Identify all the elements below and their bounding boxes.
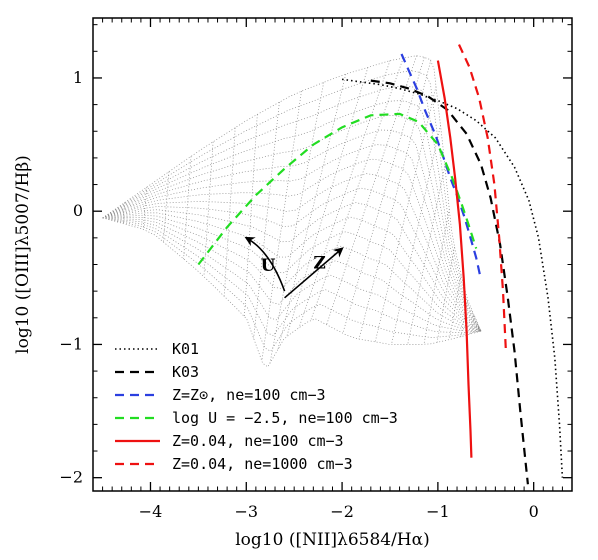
series-line-1	[370, 79, 529, 485]
model-grid-line	[142, 187, 148, 230]
model-grid-line	[407, 166, 446, 345]
legend-label-0: K01	[172, 340, 199, 358]
model-grid-line	[374, 86, 437, 342]
x-tick-label: −1	[426, 502, 450, 521]
x-tick-label: −4	[139, 502, 163, 521]
model-grid-line	[102, 173, 482, 332]
legend-label-2: Z=Z⊙, ne=100 cm−3	[172, 386, 326, 404]
legend-label-4: Z=0.04, ne=100 cm−3	[172, 432, 344, 450]
model-grid-line	[436, 247, 455, 343]
model-grid-line	[244, 114, 258, 317]
model-grid-line	[391, 125, 441, 345]
model-grid-line	[423, 209, 450, 345]
y-tick-label: −1	[59, 334, 83, 353]
model-grid-line	[102, 144, 482, 332]
model-grid-line	[286, 67, 369, 337]
model-grid-line	[460, 300, 469, 337]
series-line-3	[197, 112, 478, 266]
z-direction-arrow	[284, 247, 344, 299]
model-grid-line	[102, 115, 482, 332]
model-grid-line	[448, 274, 462, 340]
model-grid-line	[122, 202, 126, 224]
model-grid-line	[102, 214, 482, 332]
model-grid-line	[102, 217, 482, 352]
legend-label-5: Z=0.04, ne=1000 cm−3	[172, 455, 353, 473]
arrow-layer	[244, 236, 344, 299]
legend-label-1: K03	[172, 363, 199, 381]
model-grid-line	[102, 158, 482, 332]
model-grid-line	[102, 187, 482, 332]
x-axis-label: log10 ([NII]λ6584/Hα)	[235, 530, 430, 550]
model-grid-line	[102, 202, 482, 332]
u-direction-arrow	[244, 236, 286, 292]
annotation-u: U	[261, 256, 276, 276]
model-grid-line	[102, 55, 482, 332]
model-grid-line	[102, 217, 482, 332]
y-tick-label: 0	[73, 201, 83, 220]
model-grid-line	[470, 315, 475, 334]
y-tick-label: 1	[73, 68, 83, 87]
model-grid-line	[183, 156, 192, 259]
model-grid-line	[277, 74, 347, 350]
x-tick-label: −2	[330, 502, 354, 521]
x-tick-label: 0	[529, 502, 539, 521]
legend-label-3: log U = −2.5, ne=100 cm−3	[172, 409, 398, 427]
model-grid-line	[358, 59, 432, 340]
y-tick-label: −2	[59, 468, 83, 487]
x-tick-label: −3	[234, 502, 258, 521]
tick-layer: −4 −3 −2 −1 0 −2 −1 0 1	[59, 18, 572, 521]
y-axis-label: log10 ([OIII]λ5007/Hβ)	[13, 155, 33, 354]
model-grid-line	[102, 70, 482, 332]
model-grid-line	[326, 55, 417, 325]
series-line-4	[436, 60, 473, 458]
model-grid-line	[102, 100, 482, 332]
model-grid-line	[102, 217, 482, 337]
legend: K01 K03 Z=Z⊙, ne=100 cm−3 log U = −2.5, ne=…	[115, 340, 398, 473]
model-grid-line	[102, 217, 482, 332]
model-grid-cloud	[102, 55, 482, 368]
series-line-5	[458, 44, 507, 352]
model-grid-line	[223, 127, 236, 297]
model-grid-line	[298, 60, 391, 328]
annotation-z: Z	[313, 253, 325, 273]
model-grid-line	[261, 91, 302, 361]
series-line-2	[400, 53, 482, 276]
model-grid-line	[310, 58, 404, 320]
model-grid-line	[102, 85, 482, 332]
model-grid-line	[102, 212, 482, 332]
series-layer	[197, 44, 564, 485]
model-grid-line	[253, 102, 280, 339]
model-grid-line	[102, 217, 482, 332]
